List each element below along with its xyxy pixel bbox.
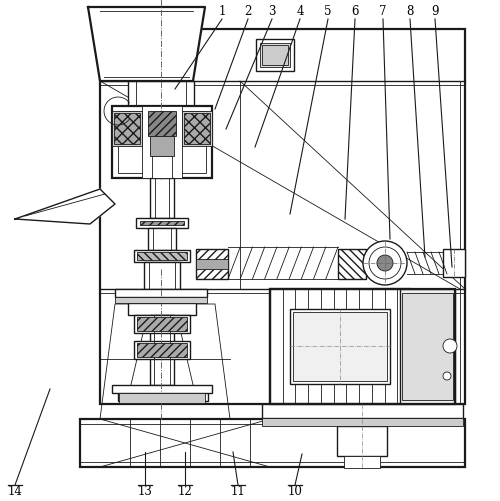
Bar: [443, 249, 465, 278]
Bar: [137, 253, 187, 261]
Bar: [114, 114, 140, 145]
Bar: [118, 389, 208, 401]
Bar: [148, 112, 176, 137]
Bar: [260, 44, 290, 68]
Circle shape: [363, 241, 407, 286]
Bar: [256, 40, 294, 72]
Bar: [150, 137, 174, 157]
Circle shape: [377, 256, 393, 272]
Bar: [338, 249, 366, 280]
Bar: [148, 228, 176, 250]
Bar: [128, 82, 194, 107]
Text: 10: 10: [288, 484, 302, 497]
Circle shape: [443, 372, 451, 380]
Text: 12: 12: [178, 484, 192, 497]
Bar: [262, 404, 463, 418]
Text: 4: 4: [296, 5, 304, 18]
Polygon shape: [15, 189, 115, 224]
Bar: [196, 249, 228, 280]
Bar: [118, 112, 206, 174]
Bar: [337, 426, 387, 456]
Bar: [112, 112, 142, 147]
Bar: [140, 221, 184, 225]
Circle shape: [443, 339, 457, 353]
Bar: [184, 114, 210, 145]
Bar: [293, 313, 387, 381]
Bar: [115, 290, 207, 298]
Bar: [150, 315, 174, 385]
Bar: [152, 157, 172, 179]
Circle shape: [369, 247, 401, 280]
Bar: [128, 304, 196, 315]
Bar: [100, 30, 465, 404]
Polygon shape: [88, 8, 205, 82]
Bar: [344, 456, 380, 468]
Bar: [270, 290, 455, 404]
Text: 1: 1: [218, 5, 226, 18]
Bar: [144, 263, 180, 290]
Bar: [402, 294, 453, 400]
Text: 8: 8: [406, 5, 414, 18]
Text: 13: 13: [138, 484, 152, 497]
Bar: [137, 343, 187, 357]
Text: 5: 5: [324, 5, 332, 18]
Text: 2: 2: [244, 5, 252, 18]
Text: 3: 3: [268, 5, 276, 18]
Bar: [270, 290, 410, 404]
Bar: [115, 298, 207, 304]
Bar: [142, 107, 182, 179]
Bar: [136, 218, 188, 228]
Bar: [400, 290, 455, 404]
Text: 14: 14: [8, 484, 22, 497]
Bar: [150, 179, 174, 218]
Bar: [196, 260, 228, 270]
Bar: [290, 310, 390, 384]
Text: 7: 7: [380, 5, 387, 18]
Bar: [134, 315, 190, 333]
Text: 6: 6: [351, 5, 359, 18]
Bar: [262, 418, 463, 426]
Bar: [262, 46, 288, 66]
Bar: [112, 385, 212, 393]
Text: 11: 11: [230, 484, 246, 497]
Bar: [112, 107, 212, 179]
Bar: [137, 317, 187, 331]
Bar: [134, 341, 190, 359]
Bar: [134, 250, 190, 263]
Text: 9: 9: [431, 5, 439, 18]
Bar: [182, 112, 212, 147]
Bar: [80, 419, 465, 467]
Bar: [119, 393, 205, 403]
